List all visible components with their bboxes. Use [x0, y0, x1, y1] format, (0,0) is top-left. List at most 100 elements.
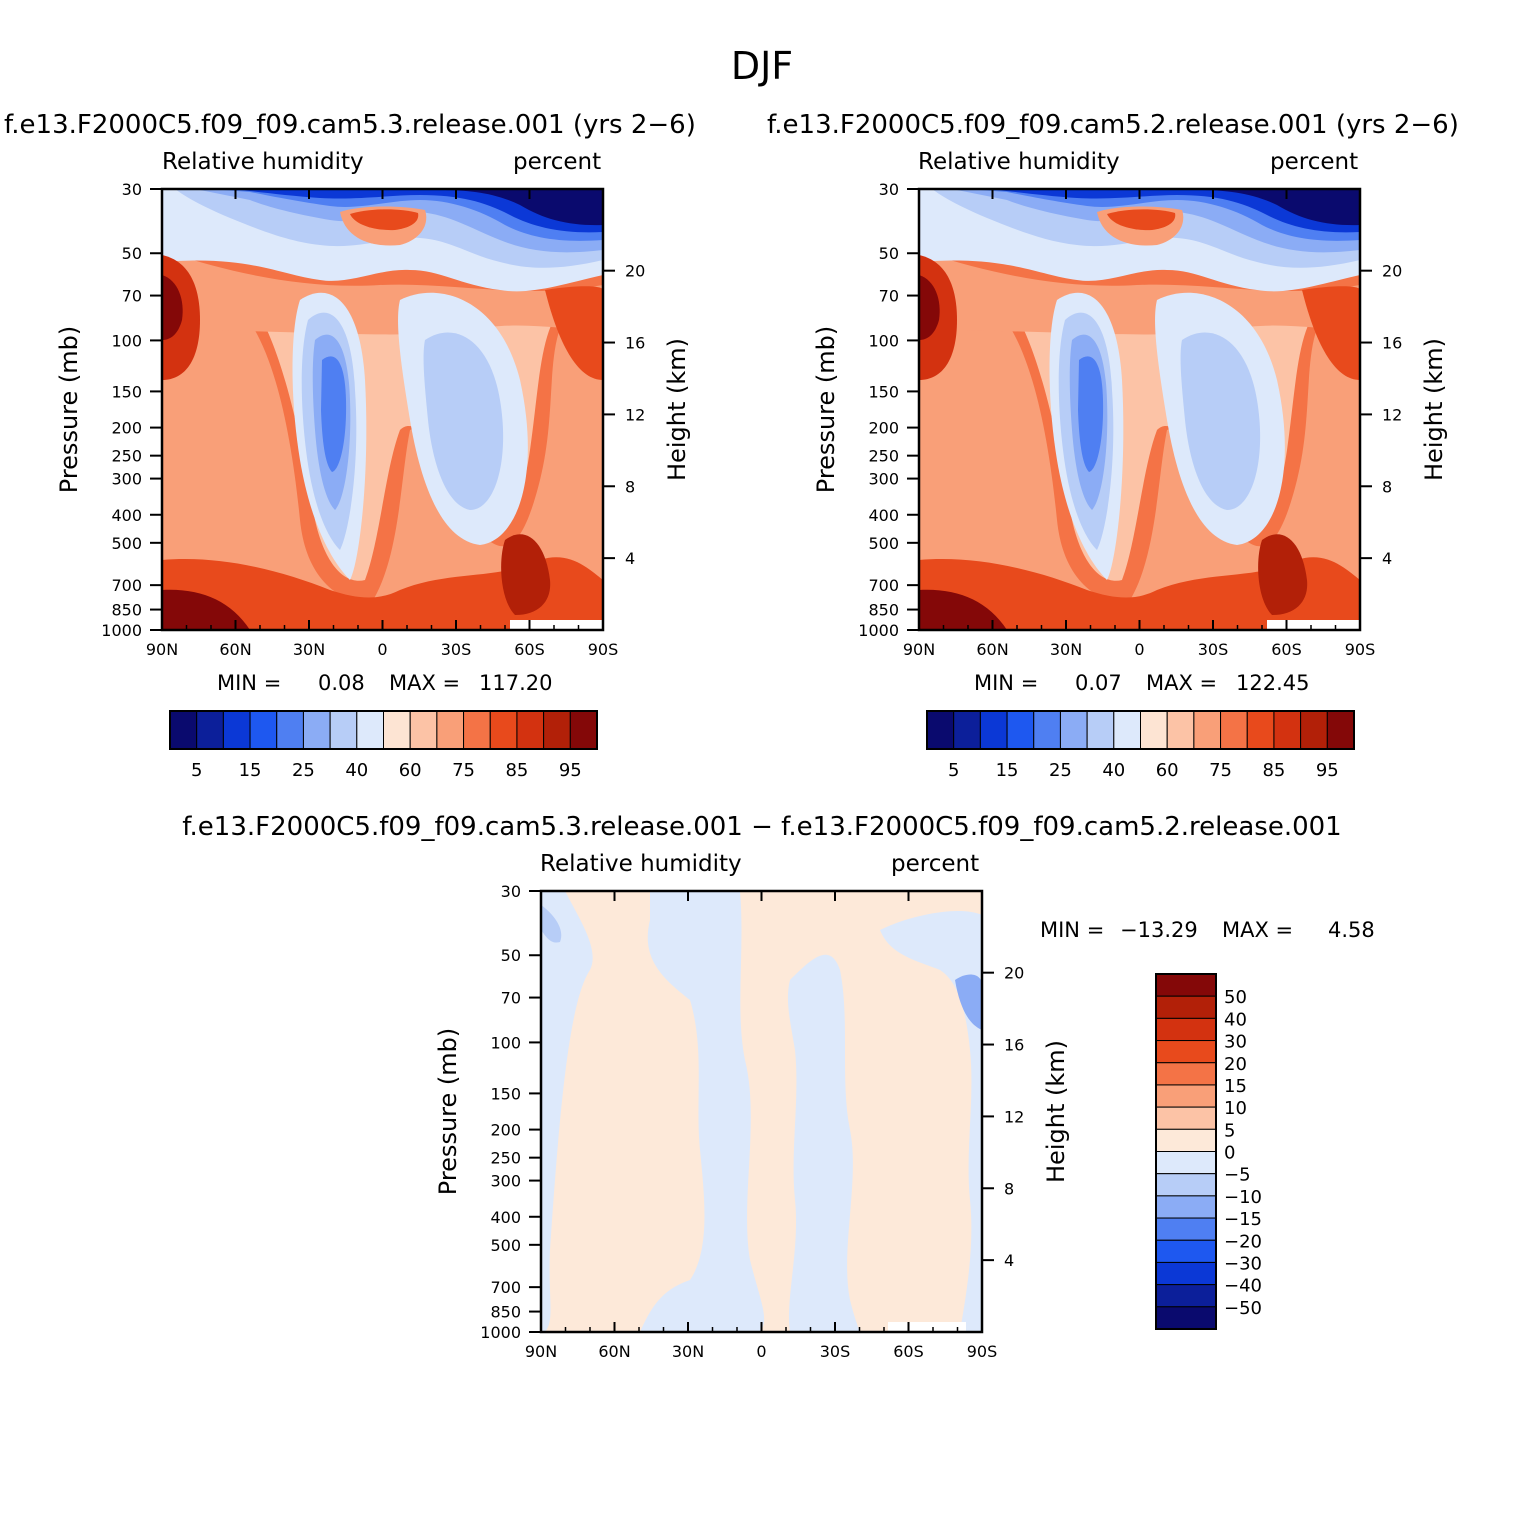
panel3-colorbar-label: 30	[1224, 1032, 1247, 1053]
panel1-colorbar-label: 75	[452, 760, 475, 781]
panel3-xtick-label: 60S	[893, 1342, 924, 1361]
panel2-colorbar-label: 15	[996, 760, 1019, 781]
panel3-ytick-label: 500	[490, 1236, 521, 1255]
panel1-variable-label: Relative humidity	[162, 149, 364, 175]
panel2-ytick-label: 1000	[858, 621, 899, 640]
panel3-colorbar-frame	[1155, 973, 1217, 1330]
panel1-colorbar-label: 25	[292, 760, 315, 781]
panel2-units-label: percent	[1270, 149, 1359, 175]
panel1-colorbar-box	[516, 710, 545, 750]
panel1-colorbar-box	[409, 710, 438, 750]
panel2-ytick-label: 700	[868, 576, 899, 595]
panel1-colorbar-label: 40	[345, 760, 368, 781]
panel2-colorbar-label: 95	[1316, 760, 1339, 781]
panel3-y2label: Height (km)	[1042, 1040, 1070, 1183]
panel2-colorbar-box	[1033, 710, 1061, 750]
panel1-ytick-label: 200	[111, 419, 142, 438]
panel3-colorbar-label: −5	[1224, 1165, 1251, 1186]
panel2-colorbar-box	[1006, 710, 1035, 750]
panel1-colorbar-box	[543, 710, 571, 750]
panel3-colorbar-box	[1155, 1128, 1217, 1152]
panel2-ytick-label: 200	[868, 419, 899, 438]
panel2-xtick-label: 90S	[1345, 640, 1376, 659]
panel1-xtick-label: 30S	[441, 640, 472, 659]
panel2-y2tick-label: 8	[1382, 477, 1392, 496]
panel2-ylabel: Pressure (mb)	[812, 326, 840, 493]
panel3-colorbar-box	[1155, 973, 1217, 997]
panel1-ytick-label: 70	[122, 287, 142, 306]
panel1-y2tick-label: 12	[625, 405, 645, 424]
panel2-colorbar-label: 60	[1156, 760, 1179, 781]
panel2-colorbar-box	[979, 710, 1008, 750]
panel2-xtick-label: 30N	[1050, 640, 1082, 659]
panel1-xtick-label: 90N	[146, 640, 178, 659]
panel3-colorbar-label: 0	[1224, 1143, 1235, 1164]
panel2-y2label: Height (km)	[1420, 338, 1448, 481]
panel2-colorbar-label: 25	[1049, 760, 1072, 781]
panel1-colorbar-label: 15	[239, 760, 262, 781]
panel3-colorbar-label: 10	[1224, 1098, 1247, 1119]
panel3-ytick-label: 700	[490, 1278, 521, 1297]
panel1-ytick-label: 700	[111, 576, 142, 595]
panel2-colorbar-box	[1140, 710, 1168, 750]
panel3-min-value: −13.29	[1120, 918, 1198, 942]
panel2-colorbar-box	[1246, 710, 1275, 750]
panel2-xtick-label: 60N	[976, 640, 1008, 659]
panel2-colorbar-label: 40	[1102, 760, 1125, 781]
figure-title: DJF	[730, 44, 794, 88]
panel2-y2tick-label: 12	[1382, 405, 1402, 424]
panel3-colorbar-box	[1155, 1062, 1217, 1086]
panel1-ytick-label: 300	[111, 470, 142, 489]
panel2-max-value: 122.45	[1236, 671, 1310, 695]
panel1-colorbar-label: 95	[559, 760, 582, 781]
panel1-y2tick-label: 20	[625, 262, 645, 281]
panel2-ytick-label: 50	[879, 244, 899, 263]
panel1-ytick-label: 150	[111, 382, 142, 401]
panel2-colorbar-box	[1273, 710, 1302, 750]
panel3-ylabel: Pressure (mb)	[434, 1028, 462, 1195]
panel2-colorbar-frame	[926, 710, 1355, 750]
panel2-ytick-label: 70	[879, 287, 899, 306]
panel3-colorbar-label: −15	[1224, 1209, 1262, 1230]
panel1-ytick-label: 1000	[101, 621, 142, 640]
panel1-colorbar-box	[302, 710, 331, 750]
panel1-y2label: Height (km)	[663, 338, 691, 481]
panel3-contour-field	[541, 891, 982, 1332]
panel1-ytick-label: 400	[111, 506, 142, 525]
panel3-max-value: 4.58	[1328, 918, 1375, 942]
panel2-colorbar-label: 5	[948, 760, 959, 781]
panel2-colorbar-box	[1300, 710, 1328, 750]
panel3-y2tick-label: 20	[1004, 964, 1024, 983]
panel3-ytick-label: 850	[490, 1303, 521, 1322]
panel2-ytick-label: 850	[868, 601, 899, 620]
panel1-xtick-label: 30N	[293, 640, 325, 659]
panel1-xtick-label: 60N	[219, 640, 251, 659]
panel2-min-value: 0.07	[1075, 671, 1122, 695]
panel3-units-label: percent	[891, 851, 980, 877]
panel3-colorbar-box	[1155, 1284, 1217, 1308]
panel2-colorbar-label: 85	[1262, 760, 1285, 781]
panel3-xtick-label: 90S	[967, 1342, 998, 1361]
panel3-colorbar-label: −50	[1224, 1298, 1262, 1319]
panel3-colorbar-label: −20	[1224, 1231, 1262, 1252]
panel1-y2tick-label: 4	[625, 549, 635, 568]
panel2-colorbar-box	[1113, 710, 1141, 750]
panel1-y2tick-label: 16	[625, 334, 645, 353]
panel3-colorbar-label: 40	[1224, 1009, 1247, 1030]
panel2-ytick-label: 250	[868, 447, 899, 466]
panel2-min-label: MIN =	[974, 671, 1039, 695]
panel3-ytick-label: 400	[490, 1208, 521, 1227]
panel3-variable-label: Relative humidity	[540, 851, 742, 877]
panel1-xtick-label: 0	[377, 640, 387, 659]
panel3-ytick-label: 30	[501, 882, 521, 901]
panel1-case-title: f.e13.F2000C5.f09_f09.cam5.3.release.001…	[4, 110, 696, 140]
panel1-colorbar-label: 85	[505, 760, 528, 781]
panel2-contour-field	[919, 189, 1360, 630]
panel3-case-title: f.e13.F2000C5.f09_f09.cam5.3.release.001…	[182, 812, 1342, 842]
panel1-colorbar-box	[222, 710, 251, 750]
panel3-colorbar-box	[1155, 1151, 1217, 1175]
panel1-ytick-label: 500	[111, 534, 142, 553]
panel1-colorbar-label: 60	[399, 760, 422, 781]
panel3-colorbar-label: 50	[1224, 987, 1247, 1008]
panel2-colorbar-box	[1059, 710, 1088, 750]
